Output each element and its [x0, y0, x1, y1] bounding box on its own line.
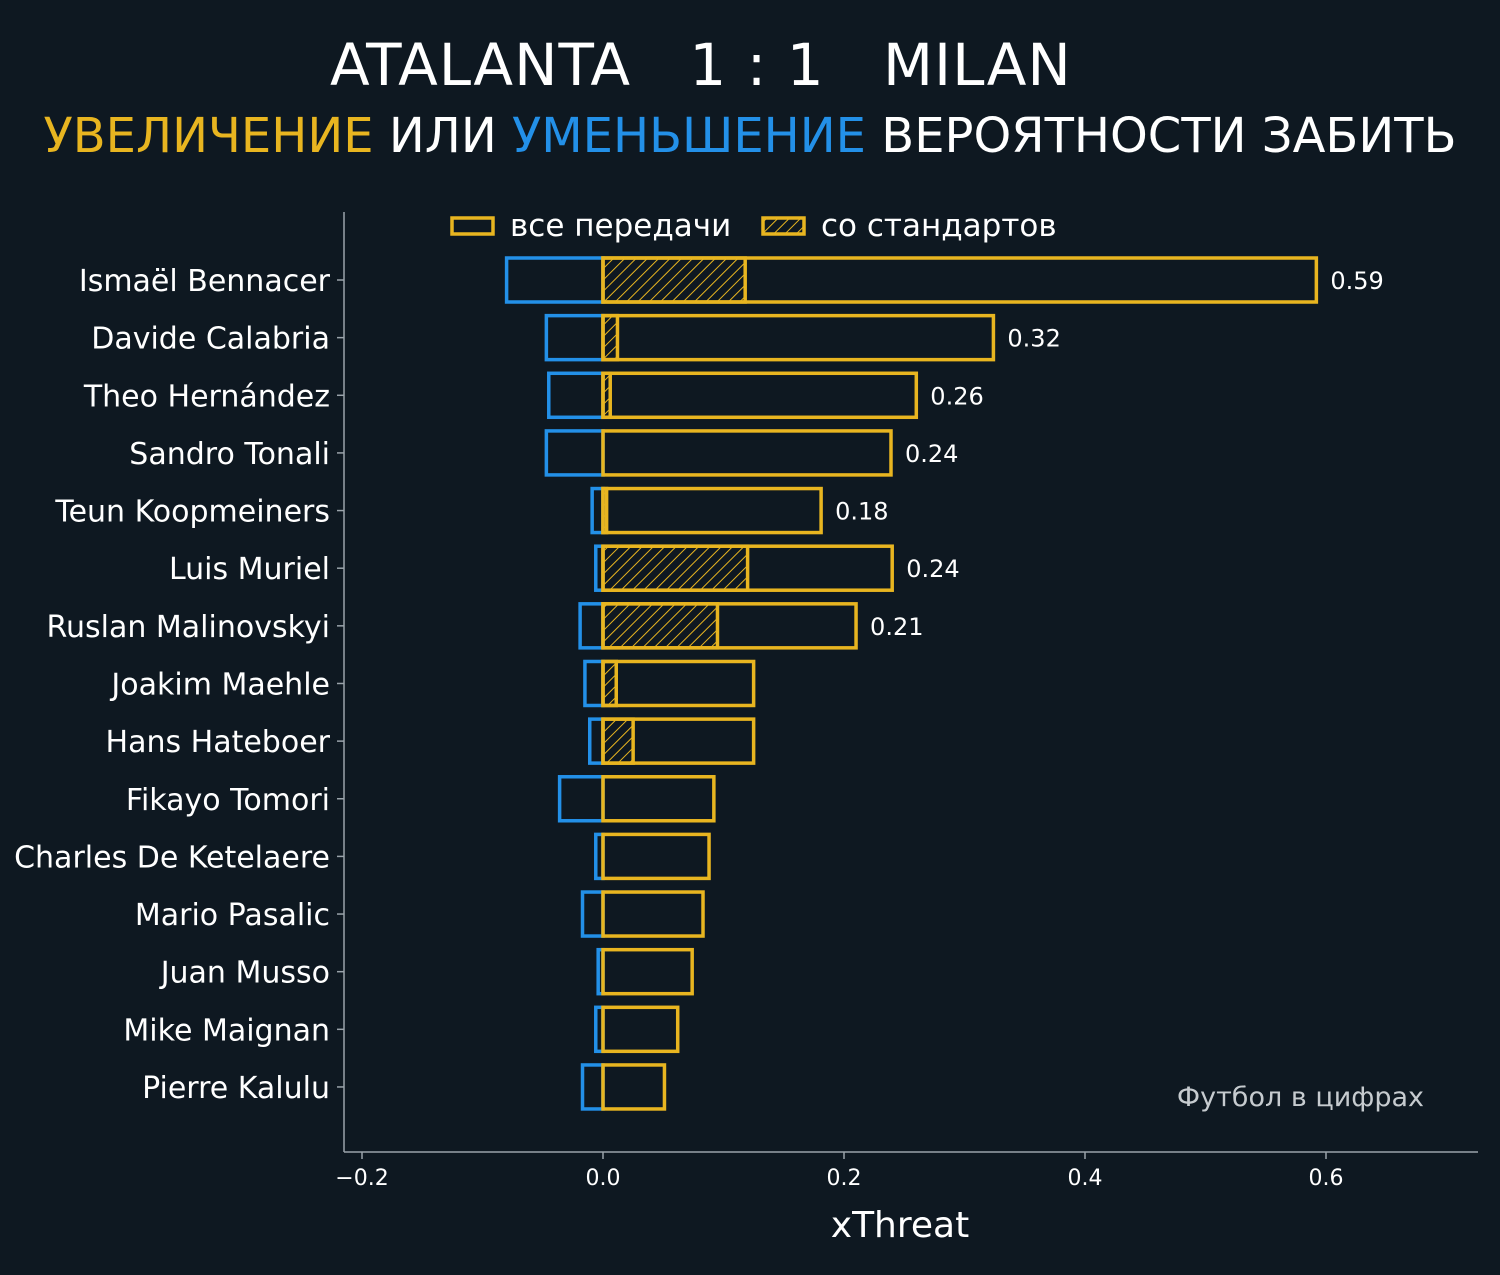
match-title: ATALANTA 1 : 1 MILAN — [330, 30, 1072, 100]
bar-increase — [601, 371, 919, 420]
chart-subtitle: УВЕЛИЧЕНИЕ ИЛИ УМЕНЬШЕНИЕ ВЕРОЯТНОСТИ ЗА… — [0, 106, 1500, 166]
bar-value-label: 0.24 — [906, 555, 959, 583]
x-tick-label: 0.0 — [586, 1166, 621, 1191]
bar-decrease — [544, 429, 605, 477]
y-tick-label: Hans Hateboer — [106, 725, 331, 760]
bar-value-label: 0.21 — [870, 613, 923, 641]
bar-value-label: 0.32 — [1007, 325, 1060, 353]
y-tick-label: Fikayo Tomori — [126, 783, 330, 818]
bar-decrease — [557, 775, 605, 823]
bar-increase — [601, 1063, 667, 1111]
bar-value-label: 0.59 — [1330, 267, 1383, 295]
away-team-name: MILAN — [882, 31, 1072, 99]
bar-set-pieces — [601, 659, 619, 708]
bar-increase — [601, 313, 996, 362]
y-tick-label: Ruslan Malinovskyi — [47, 610, 331, 645]
legend-swatch-all-passes — [450, 216, 495, 236]
y-tick-label: Mario Pasalic — [135, 898, 330, 933]
y-tick-label: Theo Hernández — [83, 379, 330, 414]
y-tick-label: Charles De Ketelaere — [14, 840, 330, 875]
legend-label-set-pieces: со стандартов — [821, 208, 1057, 244]
bar-decrease — [504, 256, 605, 304]
bar-decrease — [583, 659, 605, 708]
y-tick-label: Mike Maignan — [123, 1013, 330, 1048]
bar-value-label: 0.26 — [930, 382, 983, 410]
bar-set-pieces — [601, 602, 720, 650]
bar-value-label: 0.18 — [835, 498, 888, 526]
y-tick-label: Sandro Tonali — [129, 437, 330, 472]
x-tick-label: −0.2 — [335, 1166, 388, 1191]
bar-set-pieces — [601, 313, 620, 362]
bar-increase — [601, 890, 705, 938]
home-team-name: ATALANTA — [330, 31, 632, 99]
bar-increase — [601, 602, 858, 650]
y-tick-label: Teun Koopmeiners — [54, 495, 330, 530]
subtitle-or-word: ИЛИ — [388, 108, 497, 164]
bar-increase — [601, 429, 893, 477]
x-tick-label: 0.4 — [1068, 1166, 1103, 1191]
bar-increase — [601, 659, 756, 708]
bar-increase — [601, 1005, 680, 1054]
x-tick-label: 0.2 — [827, 1166, 862, 1191]
bar-decrease — [580, 1063, 605, 1111]
bar-decrease — [544, 313, 605, 362]
bar-decrease — [547, 371, 605, 420]
y-tick-label: Luis Muriel — [169, 552, 330, 587]
bar-increase — [601, 947, 694, 996]
y-tick-label: Davide Calabria — [91, 322, 330, 357]
bar-increase — [601, 486, 823, 535]
bar-increase — [601, 256, 1319, 304]
legend-swatch-set-pieces — [761, 216, 806, 236]
bar-decrease — [587, 717, 605, 765]
bar-increase — [601, 717, 756, 765]
subtitle-decrease-word: УМЕНЬШЕНИЕ — [512, 108, 866, 164]
watermark-text: Футбол в цифрах — [1177, 1082, 1424, 1113]
y-tick-label: Joakim Maehle — [109, 667, 330, 702]
bar-set-pieces — [601, 717, 635, 765]
legend-label-all-passes: все передачи — [510, 208, 731, 244]
subtitle-increase-word: УВЕЛИЧЕНИЕ — [43, 108, 374, 164]
x-axis-label: xThreat — [831, 1205, 969, 1246]
x-tick-label: 0.6 — [1309, 1166, 1344, 1191]
bar-increase — [601, 544, 894, 592]
y-tick-label: Pierre Kalulu — [142, 1071, 330, 1106]
y-tick-label: Juan Musso — [159, 956, 330, 991]
match-score: 1 : 1 — [689, 31, 825, 99]
bar-set-pieces — [601, 256, 747, 304]
bar-value-label: 0.24 — [905, 440, 958, 468]
bar-increase — [601, 775, 716, 823]
bar-decrease — [580, 890, 605, 938]
subtitle-rest: ВЕРОЯТНОСТИ ЗАБИТЬ — [881, 108, 1457, 164]
bar-decrease — [578, 602, 605, 650]
bar-set-pieces — [601, 544, 750, 592]
y-tick-label: Ismaël Bennacer — [79, 264, 331, 299]
bar-increase — [601, 832, 711, 881]
